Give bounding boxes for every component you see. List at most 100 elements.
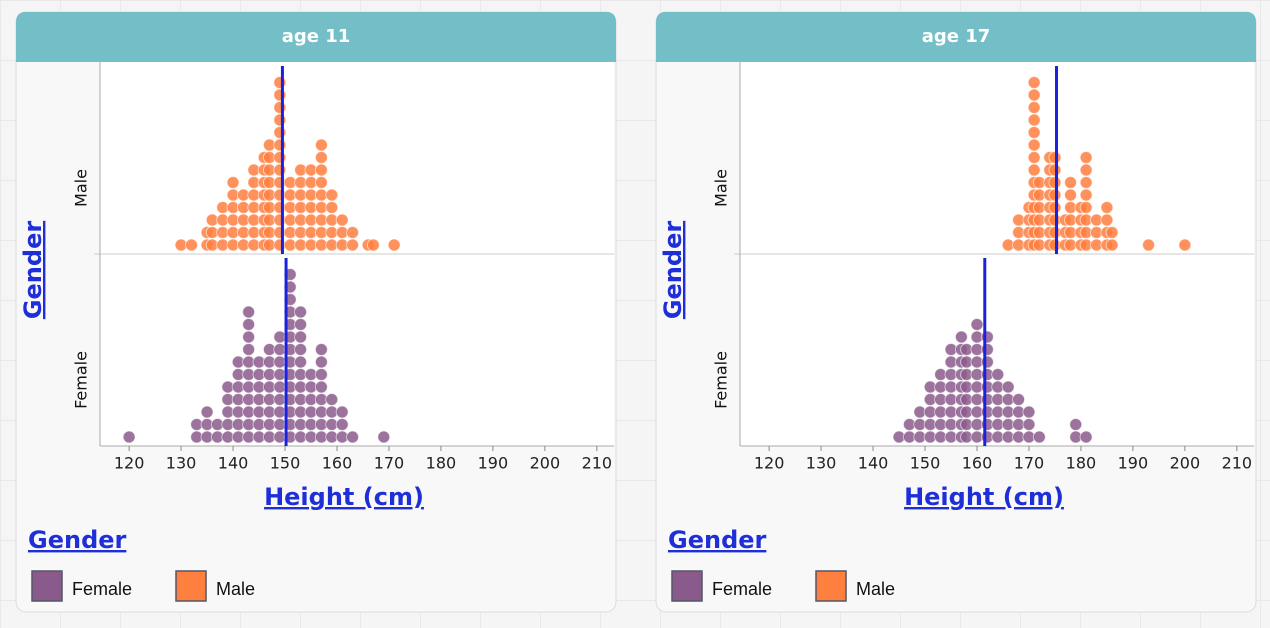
dot [314,163,328,177]
dot [1100,213,1114,227]
card-title: age 17 [922,26,991,47]
dot [242,330,256,344]
dot [366,238,380,252]
legend-label[interactable]: Female [72,579,132,599]
dot [1027,113,1041,127]
y-axis-label[interactable]: Gender [659,221,687,320]
x-tick-label: 170 [374,454,405,473]
dot [242,318,256,331]
dot [1079,430,1093,444]
dot [200,405,214,419]
legend-swatch[interactable] [671,570,703,602]
dot [1027,163,1041,177]
x-axis-label[interactable]: Height (cm) [264,483,424,511]
x-tick-label: 160 [962,454,993,473]
dot [273,138,287,152]
x-tick-label: 140 [218,454,249,473]
dot [294,330,308,344]
x-tick-label: 160 [322,454,353,473]
x-tick-label: 180 [426,454,457,473]
dot [335,418,349,431]
legend-label[interactable]: Male [856,579,895,599]
legend-label[interactable]: Female [712,579,772,599]
x-tick-label: 200 [1170,454,1201,473]
dot [184,238,198,252]
dot [1027,101,1041,114]
dot [1048,188,1062,202]
dot [970,318,984,331]
dot [1105,226,1119,239]
dot [387,238,401,252]
dot [335,405,349,419]
dot [314,176,328,189]
dot [346,226,360,239]
dot [1001,380,1015,394]
dot [1079,163,1093,177]
dot [1064,176,1078,189]
x-tick-label: 210 [1222,454,1253,473]
dot [314,380,328,394]
dot [1022,418,1036,431]
dot [325,188,339,202]
dot [273,113,287,127]
x-tick-label: 180 [1066,454,1097,473]
dot [273,88,287,102]
legend-title[interactable]: Gender [28,526,127,554]
card-header [656,12,1256,62]
dot [273,101,287,114]
x-tick-label: 130 [806,454,837,473]
dot [325,393,339,406]
x-tick-label: 210 [582,454,613,473]
dot [346,238,360,252]
dot [1022,405,1036,419]
legend-swatch[interactable] [31,570,63,602]
dot [273,151,287,164]
x-tick-label: 150 [270,454,301,473]
dot [954,330,968,344]
dot [1100,201,1114,214]
dot [1027,151,1041,164]
dot [294,343,308,356]
category-label: Male [72,169,91,207]
dot [273,76,287,89]
x-tick-label: 190 [1118,454,1149,473]
category-label: Male [712,169,731,207]
dot [980,330,994,344]
y-axis-label[interactable]: Gender [19,221,47,320]
dot [1027,138,1041,152]
legend-swatch[interactable] [815,570,847,602]
dot [1069,418,1083,431]
x-tick-label: 150 [910,454,941,473]
x-tick-label: 200 [530,454,561,473]
dot [1064,188,1078,202]
dot [1027,88,1041,102]
dot [980,343,994,356]
dot [314,343,328,356]
dot [1027,126,1041,139]
legend-swatch[interactable] [175,570,207,602]
dot [1048,151,1062,164]
dot [242,305,256,319]
legend-label[interactable]: Male [216,579,255,599]
x-axis-label[interactable]: Height (cm) [904,483,1064,511]
dot [1079,201,1093,214]
card: age 17 Male Female 120 130 140 150 160 170 180 190… [655,11,1257,613]
dot [1079,176,1093,189]
dot [314,355,328,369]
x-tick-label: 140 [858,454,889,473]
dot [1048,201,1062,214]
legend-title[interactable]: Gender [668,526,767,554]
x-tick-label: 170 [1014,454,1045,473]
dot [377,430,391,444]
dot [1012,393,1026,406]
dot [294,355,308,369]
category-label: Female [72,351,91,409]
dot [346,430,360,444]
dot [273,163,287,177]
dot [1079,188,1093,202]
dot [335,213,349,227]
dot [242,343,256,356]
x-tick-label: 120 [114,454,145,473]
